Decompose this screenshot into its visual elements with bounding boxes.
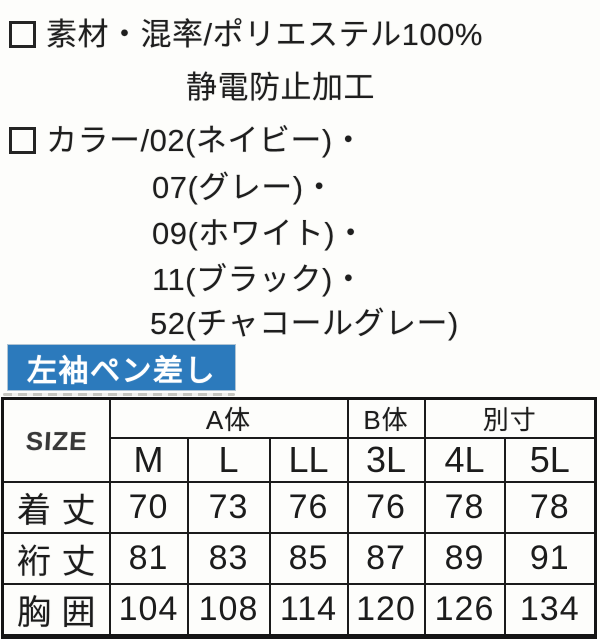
cell-value: 73 [186, 481, 271, 534]
color-line-navy: カラー/02(ネイビー)・ [46, 123, 365, 158]
cell-value: 81 [108, 532, 189, 585]
color-line-black: 11(ブラック)・ [152, 262, 365, 297]
size-header-3l: 3L [346, 437, 426, 483]
cell-value: 78 [503, 481, 597, 534]
cell-value: 89 [423, 532, 506, 585]
color-line-gray: 07(グレー)・ [152, 170, 336, 205]
antistatic-line: 静電防止加工 [186, 70, 375, 105]
column-group-betsusun: 別寸 [423, 397, 597, 439]
table-row-sleeve-length: 裄 丈 81 83 85 87 89 91 [1, 532, 597, 585]
color-line-charcoal: 52(チャコールグレー) [150, 306, 459, 341]
size-header-4l: 4L [423, 437, 506, 483]
row-label-char: 胸 [17, 594, 52, 632]
square-bullet-icon [9, 127, 36, 154]
square-bullet-icon [9, 21, 36, 48]
cell-value: 114 [268, 583, 349, 638]
row-label-sleeve-length: 裄 丈 [1, 532, 111, 585]
column-group-b-tai: B体 [346, 397, 426, 439]
table-row-groups: SIZE A体 B体 別寸 [0, 397, 597, 482]
cell-value: 76 [346, 481, 426, 534]
column-group-a-tai: A体 [108, 397, 349, 439]
cell-value: 91 [503, 532, 597, 585]
row-label-char: 裄 [17, 543, 52, 581]
size-table: SIZE A体 B体 別寸 M L LL 3L 4L 5L 着 丈 [0, 397, 597, 639]
size-header-m: M [108, 437, 189, 483]
table-row-chest: 胸 囲 104 108 114 120 126 134 [1, 583, 597, 638]
cell-value: 108 [186, 583, 271, 638]
row-label-char: 着 [17, 492, 52, 530]
table-row-sizes: M L LL 3L 4L 5L [3, 437, 597, 483]
row-label-char: 囲 [61, 594, 97, 632]
cell-value: 83 [186, 532, 271, 585]
row-label-chest: 胸 囲 [1, 583, 111, 638]
badge-print-shadow [3, 393, 235, 396]
cell-value: 85 [268, 532, 349, 585]
color-line-white: 09(ホワイト)・ [152, 216, 367, 251]
material-line: 素材・混率/ポリエステル100% [46, 17, 483, 52]
cell-value: 78 [423, 481, 506, 534]
cell-value: 76 [268, 481, 349, 534]
cell-value: 120 [346, 583, 426, 638]
row-label-char: 丈 [61, 492, 97, 530]
cell-value: 87 [346, 532, 426, 585]
size-header-ll: LL [268, 437, 349, 483]
size-header-l: L [186, 437, 271, 483]
cell-value: 70 [108, 481, 189, 534]
cell-value: 134 [503, 583, 597, 638]
table-row-body-length: 着 丈 70 73 76 76 78 78 [1, 481, 597, 534]
row-label-body-length: 着 丈 [1, 481, 111, 534]
feature-badge: 左袖ペン差し [8, 345, 235, 390]
row-label-char: 丈 [61, 543, 97, 581]
size-header-5l: 5L [503, 437, 597, 483]
cell-value: 104 [108, 583, 189, 638]
cell-value: 126 [423, 583, 506, 638]
size-corner-label: SIZE [0, 398, 112, 482]
